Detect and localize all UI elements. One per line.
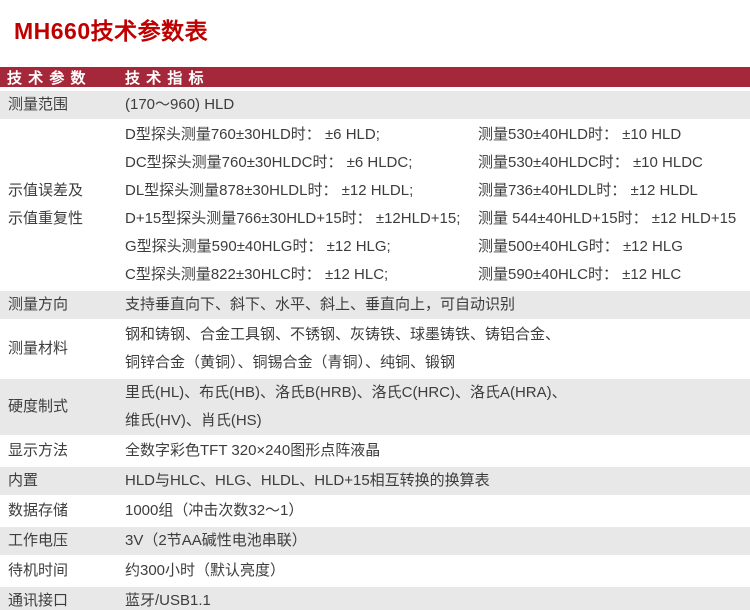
row-value: HLD与HLC、HLG、HLDL、HLD+15相互转换的换算表 [125,472,490,489]
row-label: 测量材料 [8,340,69,357]
table-row-hardness-scales: 硬度制式 里氏(HL)、布氏(HB)、洛氏B(HRB)、洛氏C(HRC)、洛氏A… [0,377,750,435]
row-value-line1: 里氏(HL)、布氏(HB)、洛氏B(HRB)、洛氏C(HRC)、洛氏A(HRA)… [125,384,567,401]
row-label-line1: 示值误差及 [8,182,84,199]
probe-spec-row: DL型探头测量878±30HLDL时： ±12 HLDL; 测量736±40HL… [125,177,750,205]
table-row-builtin-tables: 内置 HLD与HLC、HLG、HLDL、HLD+15相互转换的换算表 [0,465,750,495]
probe-spec-left: DC型探头测量760±30HLDC时： ±6 HLDC; [125,154,413,171]
header-cell-tech-params: 技 术 参 数 [7,69,87,87]
row-value: 支持垂直向下、斜下、水平、斜上、垂直向上，可自动识别 [125,296,516,313]
probe-spec-right: 测量736±40HLDL时： ±12 HLDL [478,182,698,199]
table-row-measure-materials: 测量材料 钢和铸钢、合金工具钢、不锈钢、灰铸铁、球墨铸铁、铸铝合金、 铜锌合金（… [0,319,750,377]
row-label: 示值误差及 示值重复性 [0,177,125,233]
probe-spec-row: D+15型探头测量766±30HLD+15时： ±12HLD+15; 测量 54… [125,205,750,233]
probe-spec-left: DL型探头测量878±30HLDL时： ±12 HLDL; [125,182,414,199]
row-label: 内置 [8,472,39,489]
row-label: 测量范围 [8,96,69,113]
row-value: 全数字彩色TFT 320×240图形点阵液晶 [125,442,381,459]
probe-spec-row: C型探头测量822±30HLC时： ±12 HLC; 测量590±40HLC时：… [125,261,750,289]
probe-spec-left: D+15型探头测量766±30HLD+15时： ±12HLD+15; [125,210,461,227]
table-row-error-repeatability: 示值误差及 示值重复性 D型探头测量760±30HLD时： ±6 HLD; 测量… [0,119,750,289]
probe-spec-right: 测量 544±40HLD+15时： ±12 HLD+15 [478,210,737,227]
probe-spec-row: DC型探头测量760±30HLDC时： ±6 HLDC; 测量530±40HLD… [125,149,750,177]
probe-spec-right: 测量530±40HLD时： ±10 HLD [478,126,682,143]
row-label: 通讯接口 [8,592,69,609]
row-label: 待机时间 [8,562,69,579]
table-row-standby-time: 待机时间 约300小时（默认亮度） [0,555,750,585]
table-row-display-method: 显示方法 全数字彩色TFT 320×240图形点阵液晶 [0,435,750,465]
probe-spec-left: D型探头测量760±30HLD时： ±6 HLD; [125,126,380,143]
page-title: MH660技术参数表 [14,18,209,44]
table-row-working-voltage: 工作电压 3V（2节AA碱性电池串联） [0,525,750,555]
row-value: 1000组（冲击次数32～1） [125,502,304,519]
row-label: 显示方法 [8,442,69,459]
table-row-measure-range: 测量范围 (170～960) HLD [0,89,750,119]
row-value: 里氏(HL)、布氏(HB)、洛氏B(HRB)、洛氏C(HRC)、洛氏A(HRA)… [125,379,750,435]
table-row-measure-direction: 测量方向 支持垂直向下、斜下、水平、斜上、垂直向上，可自动识别 [0,289,750,319]
row-label: 测量方向 [8,296,69,313]
row-value: (170～960) HLD [125,96,235,113]
row-label-line2: 示值重复性 [8,210,84,227]
probe-spec-row: D型探头测量760±30HLD时： ±6 HLD; 测量530±40HLD时： … [125,121,750,149]
header-cell-tech-specs: 技 术 指 标 [125,69,205,87]
probe-spec-row: G型探头测量590±40HLG时： ±12 HLG; 测量500±40HLG时：… [125,233,750,261]
probe-spec-left: G型探头测量590±40HLG时： ±12 HLG; [125,238,391,255]
row-value: 蓝牙/USB1.1 [125,592,211,609]
probe-spec-right: 测量530±40HLDC时： ±10 HLDC [478,154,703,171]
probe-spec-right: 测量590±40HLC时： ±12 HLC [478,266,682,283]
row-value-line2: 铜锌合金（黄铜）、铜锡合金（青铜）、纯铜、锻钢 [125,354,456,371]
spec-table: 技 术 参 数 技 术 指 标 测量范围 (170～960) HLD 示值误差及… [0,67,750,610]
row-label: 工作电压 [8,532,69,549]
row-value-line2: 维氏(HV)、肖氏(HS) [125,412,262,429]
row-label: 硬度制式 [8,398,69,415]
probe-spec-right: 测量500±40HLG时： ±12 HLG [478,238,683,255]
row-value: 约300小时（默认亮度） [125,562,286,579]
table-row-comm-interface: 通讯接口 蓝牙/USB1.1 [0,585,750,610]
table-header-row: 技 术 参 数 技 术 指 标 [0,67,750,89]
table-row-data-storage: 数据存储 1000组（冲击次数32～1） [0,495,750,525]
row-value: 3V（2节AA碱性电池串联） [125,532,307,549]
row-value-line1: 钢和铸钢、合金工具钢、不锈钢、灰铸铁、球墨铸铁、铸铝合金、 [125,326,561,343]
probe-spec-left: C型探头测量822±30HLC时： ±12 HLC; [125,266,389,283]
row-label: 数据存储 [8,502,69,519]
row-value: 钢和铸钢、合金工具钢、不锈钢、灰铸铁、球墨铸铁、铸铝合金、 铜锌合金（黄铜）、铜… [125,321,750,377]
row-value: D型探头测量760±30HLD时： ±6 HLD; 测量530±40HLD时： … [125,121,750,289]
